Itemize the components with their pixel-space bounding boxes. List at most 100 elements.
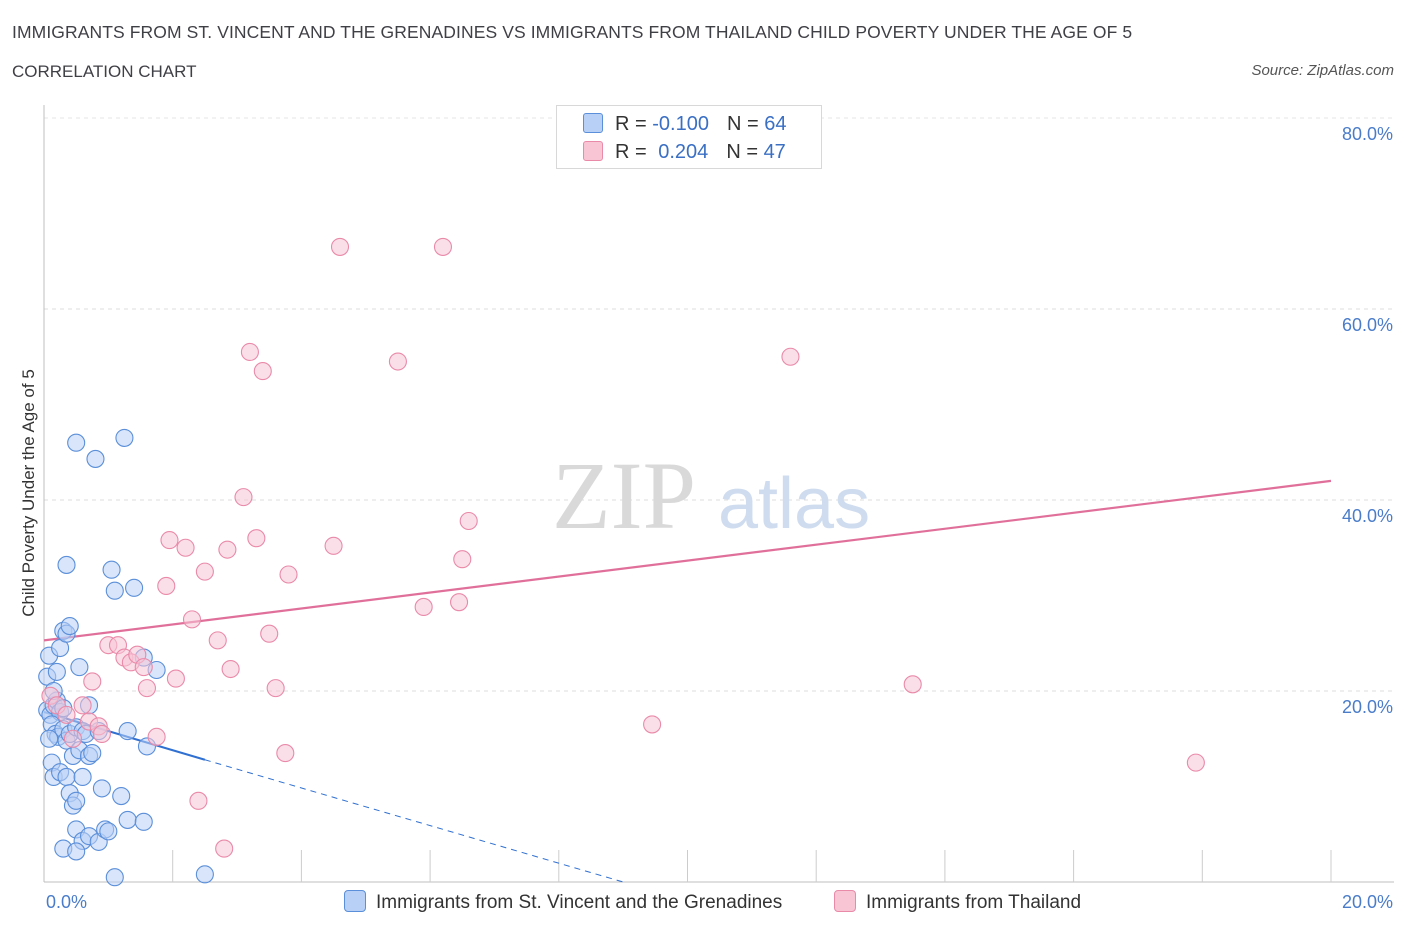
data-point: [279, 565, 298, 584]
legend-row-thailand: R = 0.204 N = 47: [583, 141, 786, 165]
bottom-legend-vincent: Immigrants from St. Vincent and the Gren…: [344, 890, 782, 914]
data-point: [433, 237, 453, 256]
data-point: [450, 593, 469, 612]
data-point: [643, 715, 662, 734]
data-point: [102, 560, 121, 579]
legend-r-value: 0.204: [658, 141, 709, 163]
trend-line-thailand: [43, 479, 1332, 642]
data-point: [147, 727, 166, 746]
watermark-zip: ZIP: [552, 442, 696, 549]
legend-n-value: 47: [763, 141, 786, 163]
data-point: [134, 658, 153, 677]
data-point: [83, 744, 102, 763]
chart-title: IMMIGRANTS FROM ST. VINCENT AND THE GREN…: [12, 22, 1133, 42]
data-point: [208, 631, 227, 650]
x-tick-label: 20.0%: [1342, 892, 1393, 912]
data-point: [453, 550, 472, 569]
data-point: [73, 767, 92, 787]
data-point: [160, 531, 179, 550]
bottom-legend-label: Immigrants from St. Vincent and the Gren…: [376, 892, 783, 913]
data-point: [92, 724, 111, 744]
data-point: [260, 624, 279, 643]
tick-labels: 20.0% 40.0% 60.0% 80.0% 0.0% 20.0%: [46, 124, 1393, 912]
trend-line-vincent-extension: [204, 759, 624, 883]
series-thailand: [41, 237, 1205, 858]
watermark-atlas: atlas: [718, 464, 870, 544]
data-point: [125, 578, 144, 597]
data-point: [324, 536, 343, 555]
data-point: [195, 562, 214, 581]
x-tick-label: 0.0%: [46, 892, 87, 912]
stats-legend: R = -0.100 N = 64 R = 0.204 N = 47: [556, 105, 822, 169]
data-point: [99, 822, 118, 841]
data-point: [57, 555, 76, 574]
data-point: [57, 705, 76, 724]
data-point: [112, 786, 131, 806]
data-point: [118, 722, 137, 741]
legend-n-label: N =: [726, 141, 758, 163]
data-point: [67, 791, 86, 810]
legend-r-value: -0.100: [652, 113, 709, 135]
data-point: [63, 729, 83, 748]
data-point: [330, 237, 350, 256]
bottom-legend-thailand: Immigrants from Thailand: [834, 890, 1081, 914]
data-point: [218, 540, 237, 559]
y-tick-label: 20.0%: [1342, 697, 1393, 717]
data-point: [903, 675, 922, 694]
y-tick-label: 40.0%: [1342, 506, 1393, 526]
legend-row-vincent: R = -0.100 N = 64: [583, 113, 786, 137]
data-point: [57, 767, 76, 787]
chart-subtitle: CORRELATION CHART: [12, 62, 197, 81]
data-point: [47, 662, 66, 681]
data-point: [105, 868, 124, 887]
data-point: [92, 779, 111, 798]
data-point: [1186, 753, 1205, 772]
data-point: [67, 842, 86, 861]
source-credit: Source: ZipAtlas.com: [1251, 62, 1394, 79]
data-point: [118, 810, 137, 829]
data-point: [166, 669, 185, 688]
data-point: [234, 488, 253, 507]
axes: [43, 105, 1394, 883]
data-point: [240, 342, 259, 362]
data-point: [67, 433, 86, 452]
data-point: [189, 791, 208, 810]
legend-n-value: 64: [764, 113, 787, 135]
bottom-legend-label: Immigrants from Thailand: [866, 892, 1082, 913]
bottom-legend-swatch-blue: [344, 890, 366, 912]
data-point: [221, 659, 240, 679]
legend-r-label: R =: [615, 141, 647, 163]
data-point: [70, 658, 89, 677]
data-point: [115, 428, 134, 447]
data-point: [73, 696, 92, 715]
data-point: [266, 679, 285, 698]
y-axis-label: Child Poverty Under the Age of 5: [19, 369, 38, 617]
data-point: [137, 679, 157, 698]
bottom-legend-swatch-pink: [834, 890, 856, 912]
data-point: [182, 610, 202, 629]
data-point: [134, 812, 153, 831]
data-point: [459, 511, 478, 531]
legend-swatch-blue: [583, 113, 603, 133]
data-point: [781, 347, 800, 366]
y-tick-label: 60.0%: [1342, 315, 1393, 335]
data-point: [414, 597, 433, 617]
data-point: [86, 449, 105, 468]
data-point: [253, 362, 272, 381]
data-point: [105, 581, 124, 600]
data-point: [83, 672, 102, 691]
grid-lines: [44, 117, 1394, 692]
legend-r-label: R =: [615, 113, 647, 135]
data-point: [276, 744, 295, 763]
data-point: [247, 529, 266, 548]
legend-n-label: N =: [726, 113, 759, 135]
data-point: [176, 538, 195, 557]
data-point: [60, 617, 79, 636]
legend-swatch-pink: [583, 141, 603, 161]
data-points: [38, 237, 1205, 887]
data-point: [388, 352, 407, 371]
watermark: ZIP atlas: [552, 442, 870, 549]
data-point: [215, 839, 234, 858]
data-point: [157, 576, 176, 596]
